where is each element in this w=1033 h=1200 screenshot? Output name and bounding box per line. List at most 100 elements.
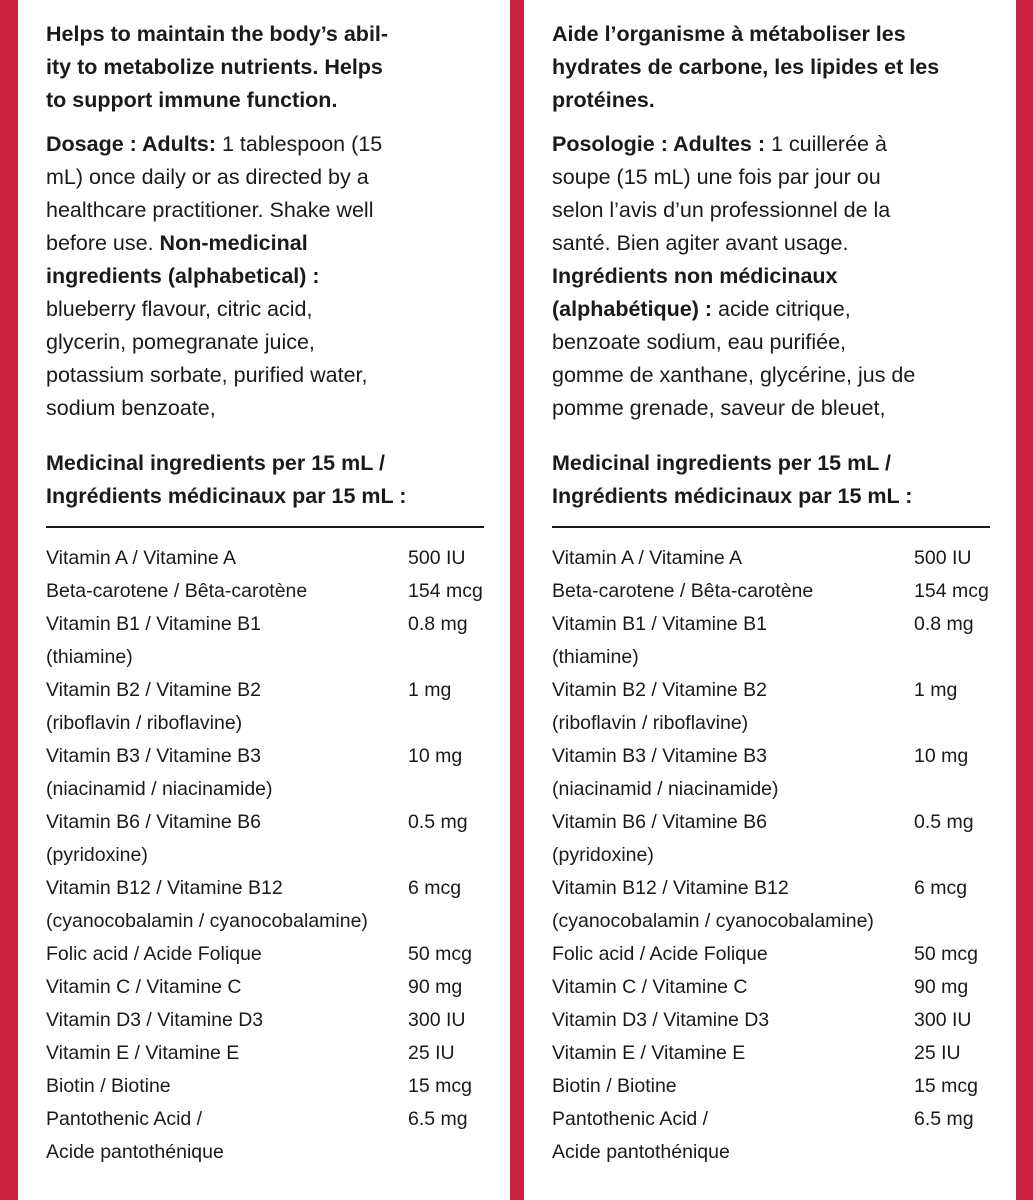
text: glycerin, pomegranate juice, — [46, 330, 315, 354]
ingredient-name: Vitamin B6 / Vitamine B6 — [552, 811, 767, 833]
table-row-continued: Acide pantothénique — [552, 1136, 1012, 1169]
ingredient-amount: 50 mcg — [408, 943, 472, 965]
bold-label: Dosage : Adults: — [46, 132, 217, 156]
table-row: Vitamin B6 / Vitamine B6 0.5 mg — [46, 806, 506, 839]
table-row-continued: (riboflavin / riboflavine) — [46, 707, 506, 740]
dosage-line: potassium sorbate, purified water, — [46, 359, 506, 392]
text: selon l’avis d’un professionnel de la — [552, 198, 891, 222]
ingredient-amount: 500 IU — [914, 547, 972, 569]
bold-label: (alphabétique) : — [552, 297, 713, 321]
table-row-continued: (niacinamid / niacinamide) — [552, 773, 1012, 806]
ingredient-name: Vitamin A / Vitamine A — [46, 547, 237, 569]
ingredient-name: Vitamin B12 / Vitamine B12 — [46, 877, 283, 899]
ingredient-name: Folic acid / Acide Folique — [46, 943, 262, 965]
ingredient-amount: 154 mcg — [408, 580, 483, 602]
ingredient-name: Biotin / Biotine — [46, 1075, 171, 1097]
ingredient-subname: (riboflavin / riboflavine) — [46, 712, 243, 734]
heading-line: Medicinal ingredients per 15 mL / — [46, 451, 385, 475]
panel-content: Aide l’organisme à métaboliser les hydrat… — [552, 18, 1012, 1169]
ingredient-amount: 90 mg — [408, 976, 463, 998]
text: before use. — [46, 231, 160, 255]
table-row: Biotin / Biotine 15 mcg — [552, 1070, 1012, 1103]
text: acide citrique, — [712, 297, 851, 321]
table-row: Vitamin B3 / Vitamine B3 10 mg — [552, 740, 1012, 773]
ingredient-amount: 15 mcg — [914, 1075, 978, 1097]
dosage-line: Dosage : Adults: 1 tablespoon (15 — [46, 128, 506, 161]
table-row: Vitamin C / Vitamine C 90 mg — [552, 971, 1012, 1004]
ingredient-name: Biotin / Biotine — [552, 1075, 677, 1097]
table-row: Vitamin B1 / Vitamine B1 0.8 mg — [46, 608, 506, 641]
dosage-line: benzoate sodium, eau purifiée, — [552, 326, 1012, 359]
ingredient-name: Vitamin B1 / Vitamine B1 — [46, 613, 261, 635]
text: soupe (15 mL) une fois par jour ou — [552, 165, 881, 189]
ingredient-subname: (cyanocobalamin / cyanocobalamine) — [552, 910, 874, 932]
ingredient-amount: 25 IU — [408, 1042, 455, 1064]
claim-line: ity to metabolize nutrients. Helps — [46, 55, 383, 79]
table-row: Vitamin A / Vitamine A 500 IU — [552, 542, 1012, 575]
table-row-continued: (niacinamid / niacinamide) — [46, 773, 506, 806]
ingredient-amount: 0.8 mg — [408, 613, 468, 635]
table-row: Vitamin D3 / Vitamine D3 300 IU — [552, 1004, 1012, 1037]
table-row: Vitamin B2 / Vitamine B2 1 mg — [46, 674, 506, 707]
ingredient-amount: 300 IU — [914, 1009, 972, 1031]
ingredient-name: Beta-carotene / Bêta-carotène — [46, 580, 308, 602]
bold-label: ingredients (alphabetical) : — [46, 264, 320, 288]
ingredient-name: Vitamin B6 / Vitamine B6 — [46, 811, 261, 833]
claim-line: Aide l’organisme à métaboliser les — [552, 22, 906, 46]
ingredient-name: Vitamin C / Vitamine C — [46, 976, 242, 998]
text: benzoate sodium, eau purifiée, — [552, 330, 847, 354]
claim-text: Aide l’organisme à métaboliser les hydrat… — [552, 18, 1012, 117]
text: potassium sorbate, purified water, — [46, 363, 368, 387]
text: santé. Bien agiter avant usage. — [552, 231, 849, 255]
dosage-line: glycerin, pomegranate juice, — [46, 326, 506, 359]
text: healthcare practitioner. Shake well — [46, 198, 374, 222]
table-row: Vitamin E / Vitamine E 25 IU — [46, 1037, 506, 1070]
dosage-and-ingredients: Posologie : Adultes : 1 cuillerée à soupe… — [552, 128, 1012, 425]
ingredient-amount: 6 mcg — [408, 877, 462, 899]
english-label-panel: Helps to maintain the body’s abil-ity to… — [18, 0, 510, 1200]
claim-line: Helps to maintain the body’s abil- — [46, 22, 389, 46]
table-row: Vitamin B12 / Vitamine B12 6 mcg — [552, 872, 1012, 905]
claim-text: Helps to maintain the body’s abil-ity to… — [46, 18, 506, 117]
ingredient-amount: 6 mcg — [914, 877, 968, 899]
ingredient-name: Beta-carotene / Bêta-carotène — [552, 580, 814, 602]
ingredient-name: Vitamin B2 / Vitamine B2 — [552, 679, 767, 701]
text: pomme grenade, saveur de bleuet, — [552, 396, 886, 420]
ingredient-amount: 0.5 mg — [408, 811, 468, 833]
ingredients-table: Vitamin A / Vitamine A 500 IU Beta-caroten… — [46, 542, 506, 1169]
dosage-line: Posologie : Adultes : 1 cuillerée à — [552, 128, 1012, 161]
table-row: Folic acid / Acide Folique 50 mcg — [552, 938, 1012, 971]
ingredient-subname: (niacinamid / niacinamide) — [552, 778, 779, 800]
ingredient-amount: 0.8 mg — [914, 613, 974, 635]
ingredient-amount: 154 mcg — [914, 580, 989, 602]
ingredient-name: Vitamin E / Vitamine E — [552, 1042, 746, 1064]
ingredient-subname: Acide pantothénique — [552, 1141, 730, 1163]
dosage-line: Ingrédients non médicinaux — [552, 260, 1012, 293]
dosage-line: (alphabétique) : acide citrique, — [552, 293, 1012, 326]
ingredient-subname: (riboflavin / riboflavine) — [552, 712, 749, 734]
text: mL) once daily or as directed by a — [46, 165, 369, 189]
dosage-line: ingredients (alphabetical) : — [46, 260, 506, 293]
table-row: Vitamin A / Vitamine A 500 IU — [46, 542, 506, 575]
dosage-line: blueberry flavour, citric acid, — [46, 293, 506, 326]
claim-line: to support immune function. — [46, 88, 338, 112]
table-row-continued: (pyridoxine) — [552, 839, 1012, 872]
table-row: Beta-carotene / Bêta-carotène 154 mcg — [46, 575, 506, 608]
table-row-continued: (thiamine) — [552, 641, 1012, 674]
table-row: Vitamin B2 / Vitamine B2 1 mg — [552, 674, 1012, 707]
dosage-line: sodium benzoate, — [46, 392, 506, 425]
ingredient-name: Vitamin B12 / Vitamine B12 — [552, 877, 789, 899]
ingredient-subname: (pyridoxine) — [46, 844, 148, 866]
ingredients-table: Vitamin A / Vitamine A 500 IU Beta-caroten… — [552, 542, 1012, 1169]
text: blueberry flavour, citric acid, — [46, 297, 313, 321]
dosage-line: mL) once daily or as directed by a — [46, 161, 506, 194]
ingredient-amount: 90 mg — [914, 976, 969, 998]
heading-line: Ingrédients médicinaux par 15 mL : — [552, 484, 913, 508]
ingredient-subname: (thiamine) — [552, 646, 639, 668]
table-row-continued: (cyanocobalamin / cyanocobalamine) — [552, 905, 1012, 938]
ingredient-amount: 25 IU — [914, 1042, 961, 1064]
ingredient-amount: 1 mg — [408, 679, 452, 701]
ingredient-name: Vitamin B3 / Vitamine B3 — [46, 745, 261, 767]
heading-line: Medicinal ingredients per 15 mL / — [552, 451, 891, 475]
ingredient-subname: (cyanocobalamin / cyanocobalamine) — [46, 910, 368, 932]
